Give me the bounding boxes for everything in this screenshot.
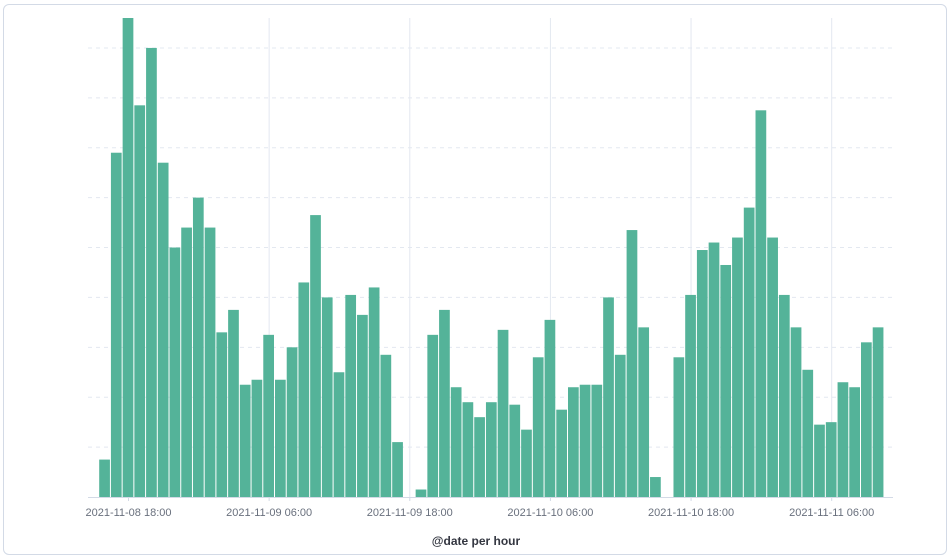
bar[interactable] <box>99 459 110 497</box>
bar[interactable] <box>720 264 732 497</box>
bar[interactable] <box>732 237 743 498</box>
bar[interactable] <box>333 372 345 497</box>
bar[interactable] <box>450 387 462 497</box>
bar[interactable] <box>767 237 778 498</box>
bar[interactable] <box>146 47 157 497</box>
bar[interactable] <box>603 297 614 497</box>
bar[interactable] <box>157 162 169 497</box>
bar[interactable] <box>568 387 579 497</box>
bar[interactable] <box>368 287 380 497</box>
bar[interactable] <box>474 417 485 497</box>
bar[interactable] <box>685 294 696 497</box>
bar[interactable] <box>415 489 427 497</box>
bar[interactable] <box>286 347 298 497</box>
bar[interactable] <box>497 329 509 497</box>
bar[interactable] <box>872 327 884 497</box>
bar[interactable] <box>614 354 626 497</box>
bar[interactable] <box>638 327 650 497</box>
bar[interactable] <box>110 152 122 497</box>
bar[interactable] <box>310 215 321 497</box>
bar[interactable] <box>462 402 474 497</box>
bar[interactable] <box>122 18 134 497</box>
bar[interactable] <box>181 227 192 497</box>
bar[interactable] <box>778 294 790 497</box>
bar[interactable] <box>837 382 849 497</box>
bar[interactable] <box>228 309 239 497</box>
bar[interactable] <box>755 110 767 497</box>
x-tick-label: 2021-11-08 18:00 <box>85 507 171 519</box>
x-axis-ticks: 2021-11-08 18:00 2021-11-09 06:00 2021-11-… <box>85 497 874 519</box>
bar[interactable] <box>673 357 685 497</box>
bar[interactable] <box>521 429 532 497</box>
bar[interactable] <box>251 379 263 497</box>
bar-series <box>99 18 884 498</box>
bar[interactable] <box>579 384 591 497</box>
x-tick-label: 2021-11-10 18:00 <box>648 507 734 519</box>
bar[interactable] <box>485 402 497 497</box>
bar[interactable] <box>169 247 181 497</box>
bar[interactable] <box>814 424 825 497</box>
bar[interactable] <box>556 409 567 497</box>
bar[interactable] <box>427 334 439 497</box>
bar[interactable] <box>204 227 216 497</box>
bar[interactable] <box>134 105 146 497</box>
bar[interactable] <box>357 314 368 497</box>
bar[interactable] <box>591 384 603 497</box>
x-axis-title: @date per hour <box>431 534 521 548</box>
bar[interactable] <box>802 369 814 497</box>
bar[interactable] <box>239 384 251 497</box>
bar[interactable] <box>861 342 872 497</box>
x-tick-label: 2021-11-09 18:00 <box>367 507 453 519</box>
bar[interactable] <box>216 332 228 497</box>
bar[interactable] <box>392 442 403 497</box>
bar[interactable] <box>544 319 556 497</box>
bar[interactable] <box>439 309 450 497</box>
bar[interactable] <box>380 354 392 497</box>
bar[interactable] <box>263 334 274 497</box>
bar[interactable] <box>321 297 333 497</box>
x-tick-label: 2021-11-09 06:00 <box>226 507 312 519</box>
bar[interactable] <box>509 404 521 497</box>
bar[interactable] <box>345 294 357 497</box>
bar[interactable] <box>298 282 310 497</box>
bar[interactable] <box>650 477 661 497</box>
bar[interactable] <box>825 422 837 497</box>
x-tick-label: 2021-11-10 06:00 <box>507 507 593 519</box>
x-tick-label: 2021-11-11 06:00 <box>789 507 874 519</box>
bar[interactable] <box>790 327 802 497</box>
bar[interactable] <box>275 379 286 497</box>
bar[interactable] <box>849 387 860 497</box>
bar[interactable] <box>696 250 708 497</box>
bar[interactable] <box>192 197 204 498</box>
bar[interactable] <box>532 357 544 497</box>
bar[interactable] <box>708 242 720 497</box>
bar[interactable] <box>743 207 755 497</box>
bar[interactable] <box>626 230 638 497</box>
